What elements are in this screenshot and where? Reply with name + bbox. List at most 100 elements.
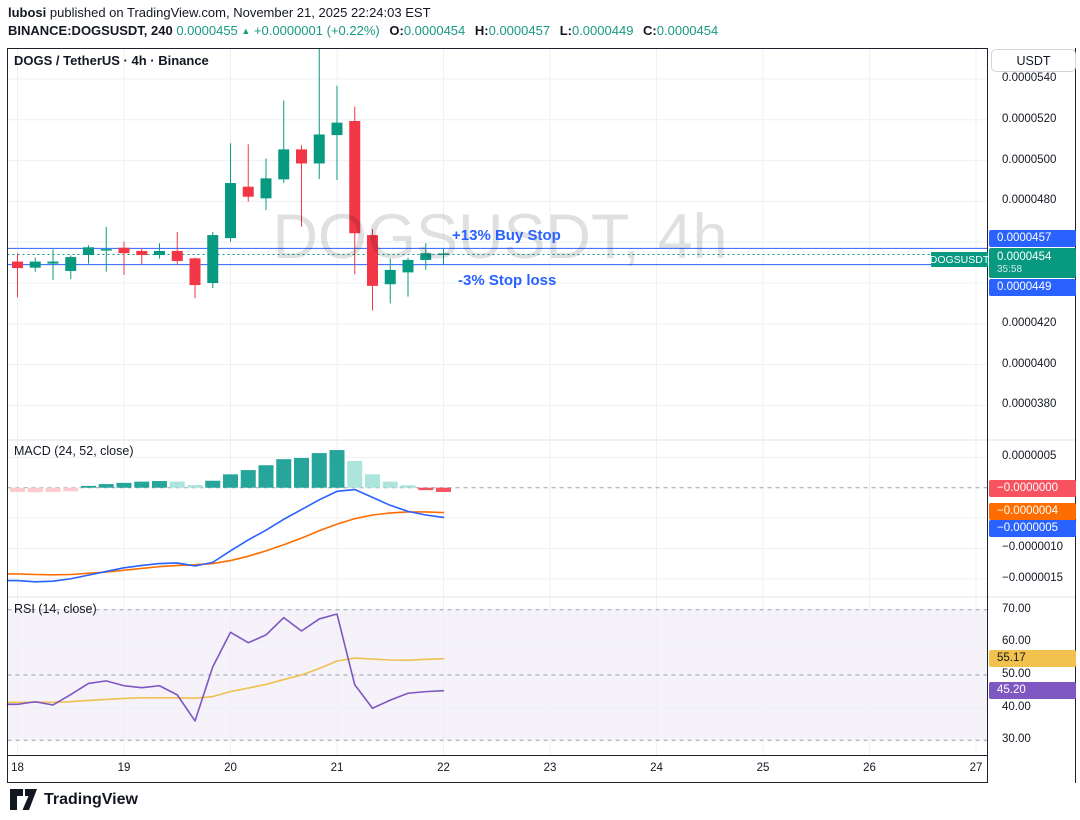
macd-histogram-bar [418,487,434,491]
last-price: 0.0000455 [176,23,238,38]
tradingview-brand-text: TradingView [44,790,138,808]
time-axis-label: 27 [969,762,983,774]
candle-up [438,253,449,255]
price-axis-label: 0.0000480 [1002,194,1057,207]
price-axis-label: 0.0000400 [1002,357,1057,370]
symbol-watermark: DOGSUSDT, 4h [272,202,728,272]
candle-countdown-timer: 35:58 [997,263,1023,275]
stop-loss-annotation[interactable]: -3% Stop loss [458,272,557,289]
price-axis-label: 0.0000500 [1002,153,1057,166]
macd-axis-label: −0.0000010 [1002,541,1064,554]
macd-histogram-bar [240,470,256,488]
macd-axis-badge: −0.0000000 [989,480,1076,497]
candle-up [331,122,343,136]
macd-histogram [10,450,451,493]
high-value: 0.0000457 [488,23,551,38]
candle-up [100,249,112,251]
rsi-axis-label: 70.00 [1002,602,1031,615]
candle-up [420,253,432,260]
candle-up [207,235,219,283]
time-axis-label: 19 [117,762,131,774]
time-axis-label: 23 [543,762,557,774]
attribution-text: published on TradingView.com, November 2… [46,5,431,20]
macd-histogram-bar [382,481,398,488]
macd-histogram-bar [45,487,61,492]
symbol-name[interactable]: BINANCE:DOGSUSDT, 240 [8,23,173,38]
candle-down [296,149,307,164]
price-axis-label: 0.0000520 [1002,112,1057,125]
macd-axis-label: −0.0000015 [1002,571,1064,584]
candle-down [367,235,378,286]
chart-legend-title[interactable]: DOGS / TetherUS · 4h · Binance [14,53,209,68]
macd-histogram-bar [329,450,345,488]
candle-down [12,261,23,269]
candle-down [189,258,201,286]
macd-panel-label[interactable]: MACD (24, 52, close) [14,444,134,458]
macd-histogram-bar [27,487,43,493]
price-axis-label: 0.0000380 [1002,398,1057,411]
macd-histogram-bar [311,453,327,488]
macd-histogram-bar [63,487,79,492]
rsi-axis-badge: 45.20 [989,682,1076,700]
macd-histogram-bar [169,481,185,488]
candle-up [47,261,59,264]
macd-histogram-bar [205,480,221,488]
candle-up [154,250,165,256]
macd-histogram-bar [187,484,203,488]
symbol-price-marker: DOGSUSDT [929,252,990,267]
candle-up [313,134,325,164]
macd-histogram-bar [436,487,451,492]
macd-histogram-bar [134,481,150,488]
rsi-axis-label: 60.00 [1002,635,1031,648]
time-axis-label: 24 [650,762,663,774]
macd-lines [6,488,445,583]
last-price-badge: 0.0000454 35:58 [989,248,1076,278]
gridlines [7,48,988,755]
tradingview-logo-icon [10,789,37,810]
macd-axis-label: 0.0000005 [1002,450,1057,463]
macd-histogram-bar [98,484,114,488]
candle-down [242,186,254,197]
macd-histogram-bar [223,474,238,488]
price-level-lines [7,247,988,266]
macd-histogram-bar [294,457,309,488]
time-axis-label: 21 [330,762,344,774]
price-change: +0.0000001 (+0.22%) [253,23,380,38]
time-axis-label: 18 [11,762,24,774]
candle-up [260,178,272,199]
buy-stop-annotation[interactable]: +13% Buy Stop [452,227,561,244]
candle-up [278,149,290,180]
candle-up [225,183,236,239]
candle-down [171,250,183,261]
macd-histogram-bar [258,465,274,488]
last-price-badge-value: 0.0000454 [997,250,1052,263]
rsi-axis-label: 40.00 [1002,700,1031,713]
currency-toggle-button[interactable]: USDT [991,49,1076,72]
macd-histogram-bar [400,485,416,488]
rsi-axis-label: 30.00 [1002,733,1031,746]
price-axis-label: 0.0000540 [1002,72,1057,84]
symbol-bar: BINANCE:DOGSUSDT, 240 0.0000455 ▲ +0.000… [8,23,718,38]
author-name: lubosi [8,5,47,20]
close-label: C: [643,23,657,38]
time-axis-label: 20 [224,762,237,774]
candlestick-series [12,49,449,311]
low-value: 0.0000449 [571,23,634,38]
candle-down [118,247,130,254]
candle-up [384,269,396,285]
macd-axis-badge: −0.0000004 [989,503,1076,520]
candle-up [83,247,94,256]
macd-histogram-bar [347,460,363,488]
candle-up [65,257,77,271]
open-value: 0.0000454 [403,23,466,38]
tradingview-logo[interactable]: TradingView [10,789,138,810]
rsi-axis-label: 50.00 [1002,668,1031,680]
time-axis-label: 25 [756,762,770,774]
macd-histogram-bar [116,482,132,488]
candle-down [136,250,148,256]
attribution-line: lubosi published on TradingView.com, Nov… [8,5,431,20]
rsi-panel-label[interactable]: RSI (14, close) [14,602,97,616]
close-value: 0.0000454 [656,23,719,38]
